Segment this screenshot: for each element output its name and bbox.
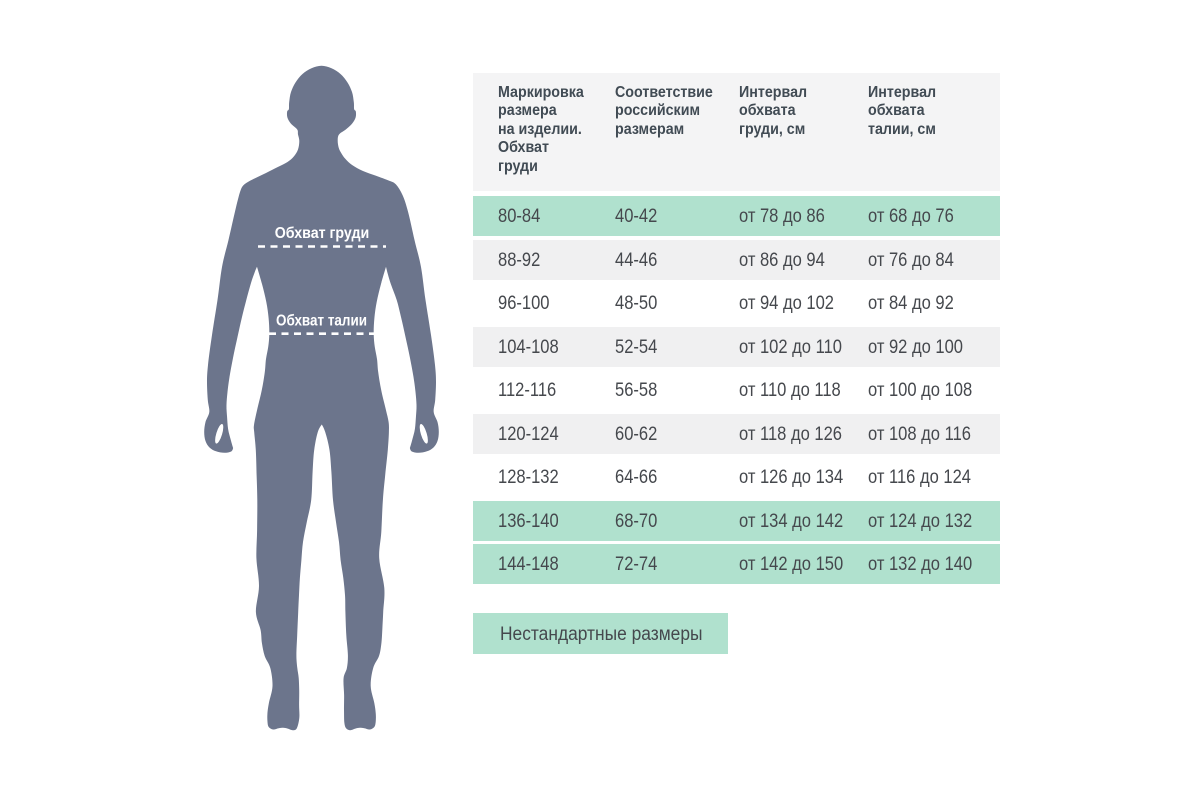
svg-text:Обхват груди: Обхват груди — [275, 225, 370, 242]
svg-text:Обхват талии: Обхват талии — [276, 313, 367, 330]
